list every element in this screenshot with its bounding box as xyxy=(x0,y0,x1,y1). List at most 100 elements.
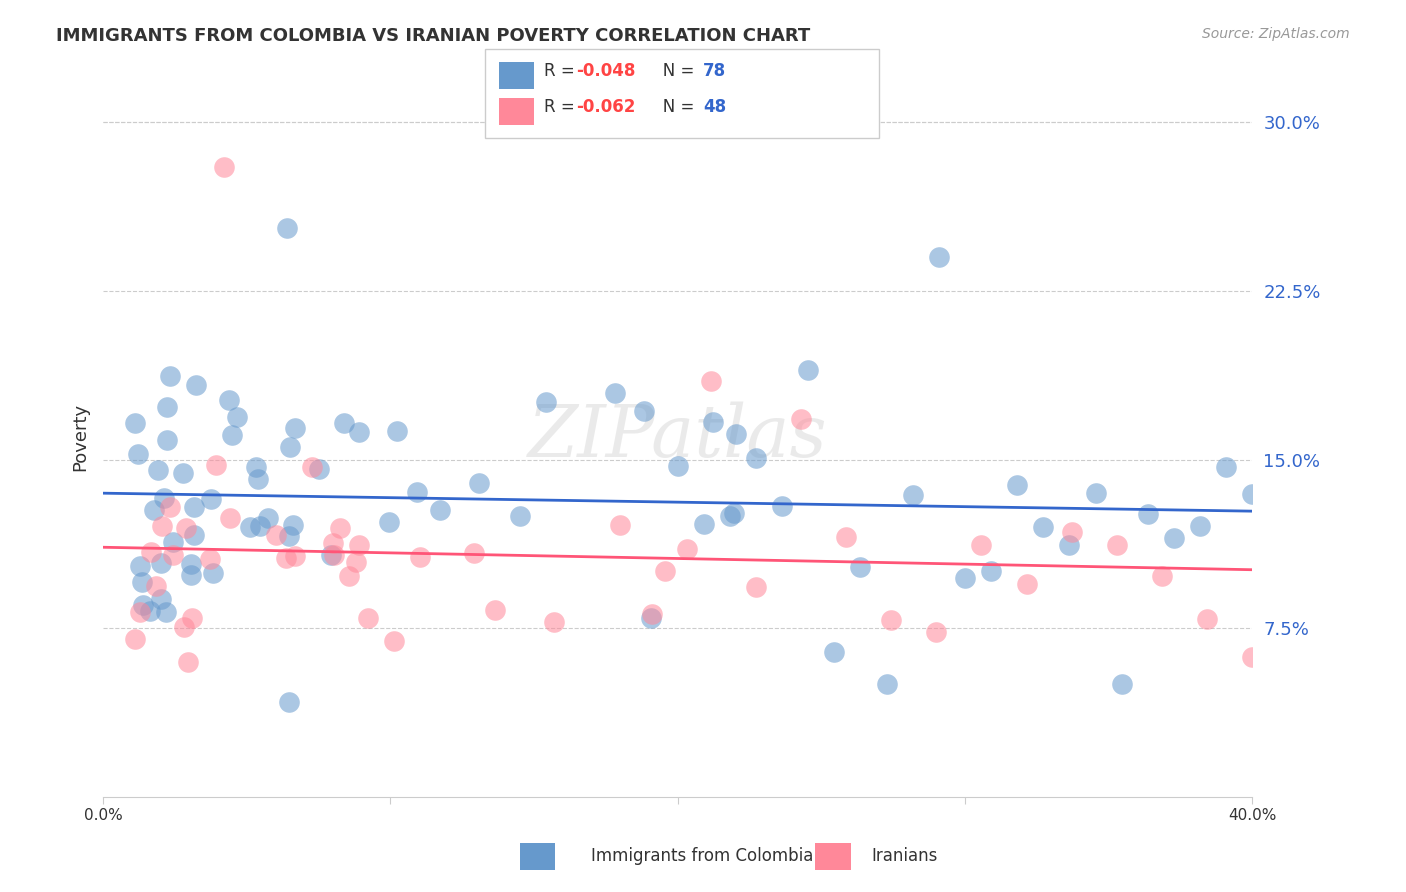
Immigrants from Colombia xyxy=(823,645,845,659)
Immigrants from Colombia xyxy=(467,475,489,490)
Immigrants from Colombia xyxy=(640,611,662,625)
Immigrants from Colombia xyxy=(239,520,262,534)
Immigrants from Colombia xyxy=(1241,487,1264,501)
Immigrants from Colombia xyxy=(249,518,271,533)
Immigrants from Colombia xyxy=(186,378,208,392)
Iranians xyxy=(219,510,242,524)
Immigrants from Colombia xyxy=(284,420,307,434)
Iranians xyxy=(409,550,432,565)
Immigrants from Colombia xyxy=(172,466,194,480)
Iranians xyxy=(676,541,699,556)
Iranians xyxy=(180,611,202,625)
Immigrants from Colombia xyxy=(980,565,1002,579)
Immigrants from Colombia xyxy=(156,400,179,414)
Iranians xyxy=(543,615,565,629)
Immigrants from Colombia xyxy=(1059,538,1081,552)
Immigrants from Colombia xyxy=(276,221,298,235)
Iranians xyxy=(198,552,221,566)
Text: IMMIGRANTS FROM COLOMBIA VS IRANIAN POVERTY CORRELATION CHART: IMMIGRANTS FROM COLOMBIA VS IRANIAN POVE… xyxy=(56,27,810,45)
Iranians xyxy=(1197,613,1219,627)
Iranians xyxy=(337,569,360,583)
Immigrants from Colombia xyxy=(308,461,330,475)
Immigrants from Colombia xyxy=(138,604,160,618)
Immigrants from Colombia xyxy=(281,517,304,532)
Iranians xyxy=(173,620,195,634)
Text: Immigrants from Colombia: Immigrants from Colombia xyxy=(591,847,813,865)
Immigrants from Colombia xyxy=(901,488,924,502)
Immigrants from Colombia xyxy=(666,458,689,473)
Immigrants from Colombia xyxy=(245,459,267,474)
Text: -0.048: -0.048 xyxy=(576,62,636,80)
Immigrants from Colombia xyxy=(146,463,169,477)
Text: R =: R = xyxy=(544,62,581,80)
Immigrants from Colombia xyxy=(319,549,342,563)
Immigrants from Colombia xyxy=(723,507,745,521)
Immigrants from Colombia xyxy=(200,492,222,507)
Iranians xyxy=(212,161,235,175)
Text: ZIPatlas: ZIPatlas xyxy=(527,401,828,473)
Iranians xyxy=(1015,577,1038,591)
Iranians xyxy=(1105,538,1128,552)
Text: 78: 78 xyxy=(703,62,725,80)
Immigrants from Colombia xyxy=(693,517,716,532)
Immigrants from Colombia xyxy=(277,695,299,709)
Text: R =: R = xyxy=(544,98,581,116)
Immigrants from Colombia xyxy=(333,417,356,431)
Immigrants from Colombia xyxy=(605,386,627,401)
Text: Iranians: Iranians xyxy=(872,847,938,865)
Iranians xyxy=(1241,650,1264,665)
Text: -0.062: -0.062 xyxy=(576,98,636,116)
Immigrants from Colombia xyxy=(131,575,153,590)
Iranians xyxy=(129,605,152,619)
Text: 48: 48 xyxy=(703,98,725,116)
Immigrants from Colombia xyxy=(534,395,557,409)
Immigrants from Colombia xyxy=(509,509,531,524)
Iranians xyxy=(654,564,676,578)
Immigrants from Colombia xyxy=(129,558,152,573)
Immigrants from Colombia xyxy=(1215,459,1237,474)
Immigrants from Colombia xyxy=(1111,677,1133,691)
Iranians xyxy=(970,538,993,552)
Immigrants from Colombia xyxy=(201,566,224,580)
Immigrants from Colombia xyxy=(150,592,173,607)
Immigrants from Colombia xyxy=(183,528,205,542)
Immigrants from Colombia xyxy=(928,250,950,264)
Immigrants from Colombia xyxy=(1032,520,1054,534)
Immigrants from Colombia xyxy=(378,515,401,529)
Iranians xyxy=(463,546,485,560)
Immigrants from Colombia xyxy=(183,500,205,515)
Immigrants from Colombia xyxy=(159,368,181,383)
Iranians xyxy=(484,603,506,617)
Iranians xyxy=(159,500,181,514)
Immigrants from Colombia xyxy=(278,441,301,455)
Immigrants from Colombia xyxy=(876,677,898,691)
Immigrants from Colombia xyxy=(221,427,243,442)
Immigrants from Colombia xyxy=(745,450,768,465)
Immigrants from Colombia xyxy=(953,571,976,585)
Immigrants from Colombia xyxy=(1136,507,1159,521)
Immigrants from Colombia xyxy=(1084,486,1107,500)
Iranians xyxy=(150,518,173,533)
Text: N =: N = xyxy=(647,62,699,80)
Immigrants from Colombia xyxy=(150,556,173,570)
Immigrants from Colombia xyxy=(155,605,177,619)
Immigrants from Colombia xyxy=(1163,532,1185,546)
Iranians xyxy=(176,655,198,669)
Immigrants from Colombia xyxy=(132,598,155,612)
Immigrants from Colombia xyxy=(405,484,427,499)
Text: Source: ZipAtlas.com: Source: ZipAtlas.com xyxy=(1202,27,1350,41)
Iranians xyxy=(329,521,352,535)
Iranians xyxy=(1150,569,1173,583)
Iranians xyxy=(349,538,371,552)
Iranians xyxy=(835,530,858,544)
Immigrants from Colombia xyxy=(278,528,301,542)
Iranians xyxy=(301,460,323,475)
Iranians xyxy=(744,580,766,594)
Immigrants from Colombia xyxy=(347,425,370,440)
Iranians xyxy=(162,549,184,563)
Iranians xyxy=(145,579,167,593)
Immigrants from Colombia xyxy=(849,560,872,574)
Iranians xyxy=(322,548,344,562)
Iranians xyxy=(382,634,405,648)
Iranians xyxy=(925,625,948,640)
